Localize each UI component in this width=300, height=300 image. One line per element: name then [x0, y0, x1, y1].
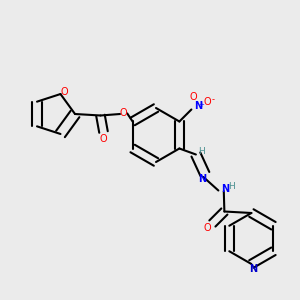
Text: O: O — [60, 87, 68, 97]
Text: H: H — [228, 182, 235, 191]
Text: N: N — [221, 184, 229, 194]
Text: N: N — [249, 264, 257, 274]
Text: O: O — [120, 107, 128, 118]
Text: +: + — [198, 102, 204, 108]
Text: N: N — [194, 101, 202, 112]
Text: H: H — [198, 147, 205, 156]
Text: O: O — [203, 97, 211, 107]
Text: O: O — [203, 223, 211, 233]
Text: O: O — [189, 92, 197, 102]
Text: N: N — [198, 174, 206, 184]
Text: -: - — [212, 95, 214, 104]
Text: O: O — [100, 134, 107, 144]
